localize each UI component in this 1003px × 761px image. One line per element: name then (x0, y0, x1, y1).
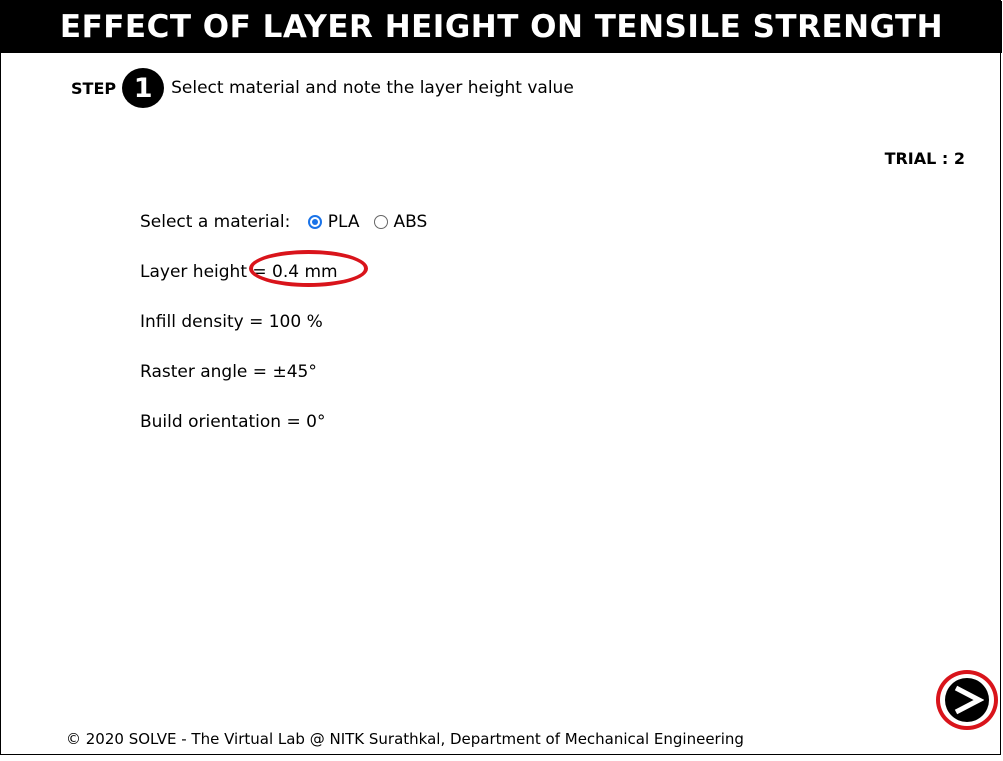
radio-selected-icon[interactable] (307, 215, 322, 229)
step-label: STEP (71, 78, 117, 98)
trial-indicator: TRIAL : 2 (884, 149, 965, 168)
build-orientation-row: Build orientation = 0° (140, 412, 326, 432)
next-button[interactable] (936, 670, 998, 730)
parameters-panel: Select a material: PLA ABS Layer height … (140, 209, 429, 459)
layer-height-value: = 0.4 mm (252, 262, 338, 282)
footer-copyright: © 2020 SOLVE - The Virtual Lab @ NITK Su… (66, 730, 744, 748)
material-option-pla[interactable]: PLA (327, 212, 360, 232)
layer-height-label: Layer height (140, 262, 253, 282)
step-indicator: STEP 1 Select material and note the laye… (71, 68, 574, 108)
radio-unselected-icon[interactable] (373, 215, 388, 229)
step-number-badge: 1 (122, 68, 165, 108)
material-option-abs[interactable]: ABS (393, 212, 428, 232)
page-title: EFFECT OF LAYER HEIGHT ON TENSILE STRENG… (1, 1, 1002, 53)
layer-height-row: Layer height = 0.4 mm (140, 250, 429, 287)
infill-density-row: Infill density = 100 % (140, 312, 323, 332)
material-selector: Select a material: PLA ABS (140, 209, 429, 235)
raster-angle-row: Raster angle = ±45° (140, 362, 317, 382)
step-instruction: Select material and note the layer heigh… (171, 78, 574, 98)
next-arrow-icon[interactable] (945, 678, 989, 722)
material-prompt: Select a material: (140, 212, 296, 232)
